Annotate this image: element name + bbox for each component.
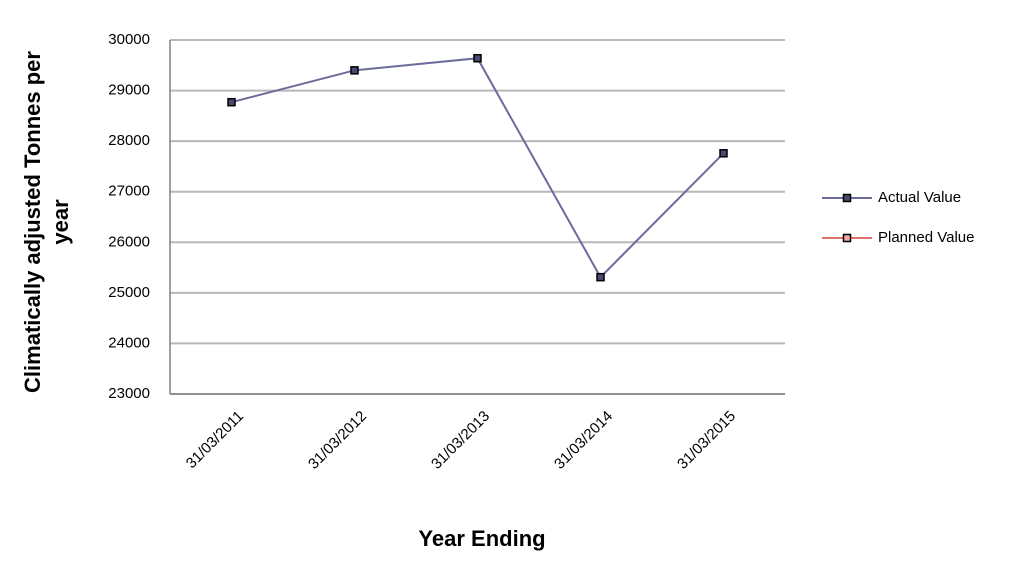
- x-tick-label: 31/03/2012: [305, 408, 370, 473]
- x-tick-label: 31/03/2014: [551, 408, 616, 473]
- y-axis-title: year: [48, 199, 73, 245]
- legend-marker: [842, 233, 852, 243]
- y-tick-label: 24000: [108, 334, 150, 351]
- y-axis-title: Climatically adjusted Tonnes per: [20, 51, 45, 393]
- y-tick-label: 25000: [108, 284, 150, 301]
- y-tick-label: 29000: [108, 82, 150, 99]
- data-point: [719, 149, 728, 158]
- x-axis-title: Year Ending: [418, 526, 545, 551]
- y-tick-label: 30000: [108, 31, 150, 48]
- legend-label: Actual Value: [878, 189, 961, 206]
- y-tick-label: 23000: [108, 385, 150, 402]
- y-tick-label: 27000: [108, 183, 150, 200]
- legend-marker: [842, 193, 852, 203]
- y-tick-label: 28000: [108, 132, 150, 149]
- x-tick-label: 31/03/2013: [428, 408, 493, 473]
- y-tick-label: 26000: [108, 233, 150, 250]
- x-tick-label: 31/03/2011: [183, 408, 247, 472]
- data-point: [350, 66, 359, 75]
- legend-label: Planned Value: [878, 229, 974, 246]
- data-point: [596, 272, 605, 282]
- x-tick-label: 31/03/2015: [674, 408, 739, 473]
- data-point: [227, 97, 236, 107]
- data-point: [473, 53, 482, 63]
